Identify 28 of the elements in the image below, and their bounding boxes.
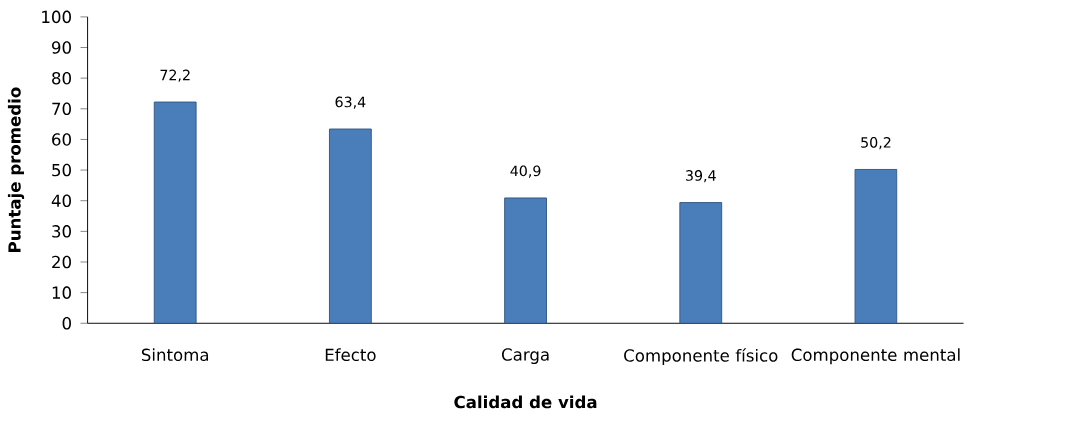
x-axis-title: Calidad de vida	[454, 395, 597, 409]
x-tick-label: Componente mental	[791, 348, 960, 365]
data-label: 50,2	[861, 136, 891, 150]
y-tick-label: 40	[51, 194, 71, 207]
y-tick-label: 10	[52, 286, 71, 299]
y-tick-label: 90	[52, 41, 71, 54]
y-tick-label: 20	[52, 255, 71, 269]
x-tick-label: Carga	[501, 348, 549, 364]
y-tick-label: 50	[52, 163, 71, 177]
data-label: 39,4	[686, 169, 716, 183]
data-label: 40,9	[510, 165, 541, 178]
x-tick-label: Componente físico	[624, 348, 778, 365]
y-tick-label: 30	[52, 224, 71, 238]
y-tick-label: 0	[62, 316, 71, 330]
y-axis-title: Puntaje promedio	[7, 87, 25, 252]
y-tick-label: 60	[52, 133, 71, 146]
bar	[328, 128, 372, 324]
y-tick-label: 70	[52, 102, 71, 115]
bar	[854, 168, 898, 324]
data-label: 72,2	[160, 69, 190, 82]
bar	[504, 197, 547, 324]
x-tick-label: Sintoma	[141, 348, 209, 361]
bar	[153, 101, 197, 324]
y-tick-label: 80	[52, 71, 71, 85]
y-tick-label: 100	[42, 10, 71, 23]
bar	[679, 201, 723, 324]
data-label: 63,4	[335, 96, 366, 109]
x-tick-label: Efecto	[325, 348, 376, 361]
